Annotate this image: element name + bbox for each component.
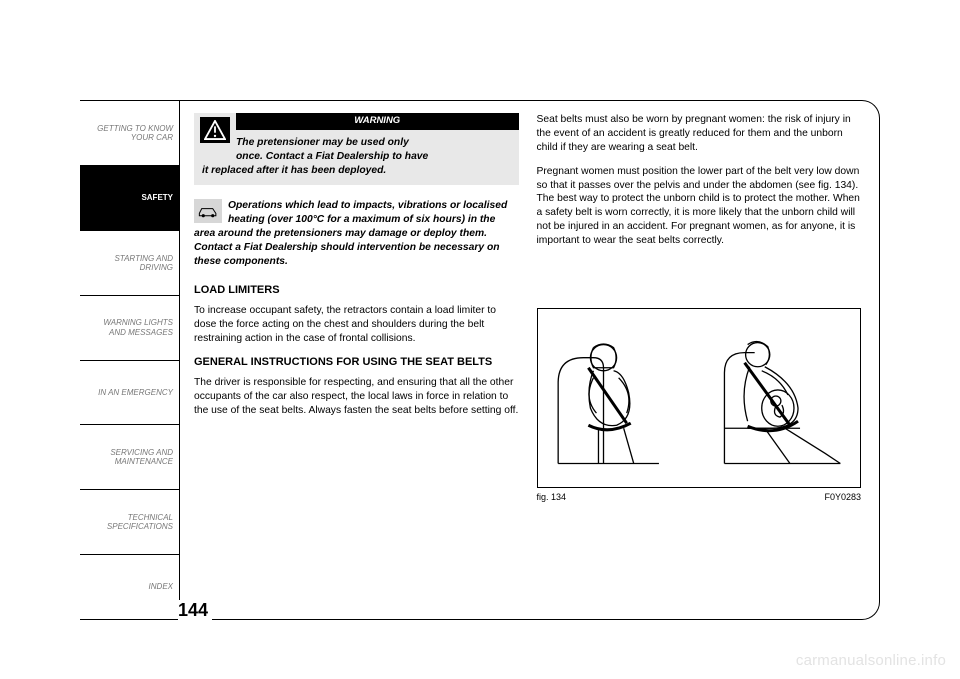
car-icon — [194, 199, 222, 223]
tab-label: WARNING LIGHTSAND MESSAGES — [103, 318, 173, 336]
note-callout: Operations which lead to impacts, vibrat… — [194, 199, 519, 268]
tab-emergency[interactable]: IN AN EMERGENCY — [80, 361, 179, 426]
warning-line: The pretensioner may be used only — [236, 137, 409, 148]
tab-starting-driving[interactable]: STARTING ANDDRIVING — [80, 231, 179, 296]
body-text: To increase occupant safety, the retract… — [194, 304, 519, 346]
tab-label: IN AN EMERGENCY — [98, 388, 173, 397]
note-body: Operations which lead to impacts, vibrat… — [194, 199, 519, 268]
body-text: Pregnant women must position the lower p… — [537, 165, 862, 248]
page-number: 144 — [178, 600, 212, 621]
figure-caption: fig. 134 F0Y0283 — [537, 491, 862, 503]
watermark-text: carmanualsonline.info — [796, 652, 946, 669]
tab-servicing[interactable]: SERVICING ANDMAINTENANCE — [80, 425, 179, 490]
warning-triangle-icon — [200, 117, 230, 143]
tab-warning-lights[interactable]: WARNING LIGHTSAND MESSAGES — [80, 296, 179, 361]
tab-label: SAFETY — [141, 193, 173, 202]
tab-safety[interactable]: SAFETY — [80, 166, 179, 231]
tab-label: STARTING ANDDRIVING — [114, 254, 173, 272]
tab-label: INDEX — [149, 582, 173, 591]
tab-label: SERVICING ANDMAINTENANCE — [110, 448, 173, 466]
tab-technical[interactable]: TECHNICALSPECIFICATIONS — [80, 490, 179, 555]
warning-header: WARNING — [236, 113, 519, 130]
body-text: Seat belts must also be worn by pregnant… — [537, 113, 862, 155]
warning-body: The pretensioner may be used only once. … — [202, 136, 511, 178]
tab-getting-to-know[interactable]: GETTING TO KNOWYOUR CAR — [80, 101, 179, 166]
figure-code: F0Y0283 — [824, 491, 861, 503]
warning-line: once. Contact a Fiat Dealership to have — [236, 151, 428, 162]
tab-label: TECHNICALSPECIFICATIONS — [107, 513, 173, 531]
body-text: The driver is responsible for respecting… — [194, 376, 519, 418]
section-heading-seat-belts: GENERAL INSTRUCTIONS FOR USING THE SEAT … — [194, 355, 519, 370]
right-column: Seat belts must also be worn by pregnant… — [537, 113, 862, 613]
tab-index[interactable]: INDEX — [80, 555, 179, 619]
tab-label: GETTING TO KNOWYOUR CAR — [97, 124, 173, 142]
page-content: WARNING The pretensioner may be used onl… — [180, 101, 879, 619]
figure-134-seat-belt-pregnant — [537, 308, 862, 488]
warning-line: it replaced after it has been deployed. — [202, 164, 511, 178]
figure-label: fig. 134 — [537, 491, 567, 503]
left-column: WARNING The pretensioner may be used onl… — [194, 113, 519, 613]
manual-page: GETTING TO KNOWYOUR CAR SAFETY STARTING … — [80, 100, 880, 620]
section-heading-load-limiters: LOAD LIMITERS — [194, 283, 519, 298]
section-tabs-sidebar: GETTING TO KNOWYOUR CAR SAFETY STARTING … — [80, 101, 180, 619]
warning-callout: WARNING The pretensioner may be used onl… — [194, 113, 519, 185]
